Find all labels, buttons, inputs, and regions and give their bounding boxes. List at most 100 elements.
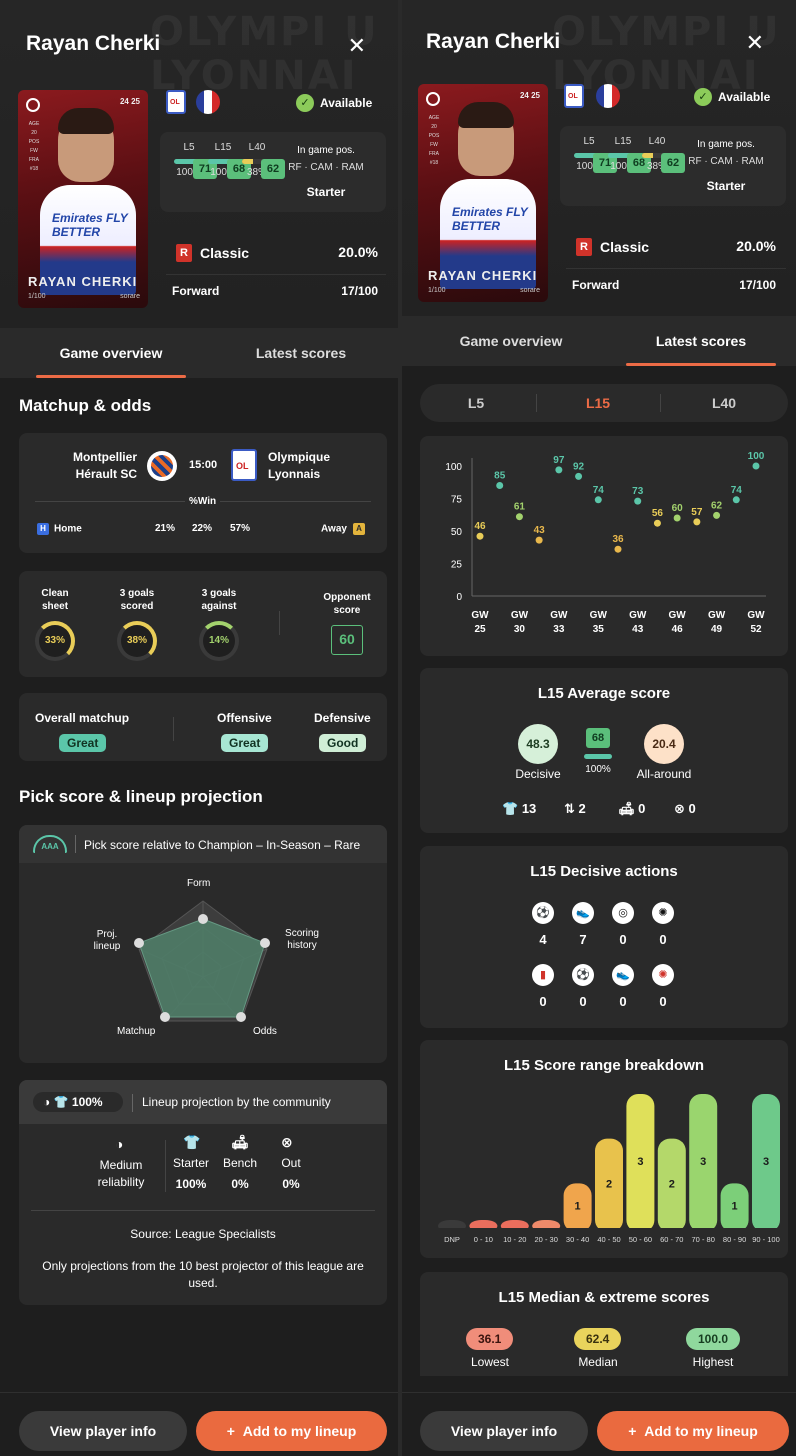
tab-game-overview[interactable]: Game overview xyxy=(459,333,563,349)
add-to-lineup-button[interactable]: + Add to my lineup xyxy=(597,1411,789,1451)
player-card[interactable]: 24 25 AGE 20 POS FW FRA #18 Emirates FLY… xyxy=(418,84,548,302)
tab-latest-scores[interactable]: Latest scores xyxy=(255,345,347,361)
view-player-info-button[interactable]: View player info xyxy=(19,1411,187,1451)
score-point xyxy=(515,513,523,521)
starter-label: Starter xyxy=(172,1156,209,1170)
matchup-title: Matchup & odds xyxy=(19,396,152,415)
segment-l15[interactable]: L15 xyxy=(585,395,611,411)
decisive-score: 48.3 xyxy=(518,724,558,764)
odds-draw: 22% xyxy=(192,523,213,534)
score-point xyxy=(535,536,543,544)
starter-value: 100% xyxy=(175,1177,207,1191)
offensive-label: Offensive xyxy=(217,711,272,725)
score-point xyxy=(496,482,504,489)
range-title: L15 Score range breakdown xyxy=(503,1057,705,1074)
x-tick-label: GW 33 xyxy=(550,610,568,635)
ingame-position: In game pos. RF · CAM · RAM Starter xyxy=(288,145,364,199)
close-icon[interactable]: ✕ xyxy=(745,30,764,55)
tab-game-overview[interactable]: Game overview xyxy=(16,328,206,378)
range-category-label: 0 - 10 xyxy=(474,1235,493,1244)
card-side-info: AGE 20 POS FW FRA #18 xyxy=(428,115,440,166)
allaround-score: 20.4 xyxy=(644,724,684,764)
availability-label: Available xyxy=(320,96,373,110)
goals-against-label: 3 goals against xyxy=(201,588,237,612)
stat-l15: L15 68 100% xyxy=(208,142,251,179)
left-panel: OLYMPI U LYONNAI Rayan Cherki ✕ 24 25 AGE… xyxy=(0,0,398,1451)
median-score: 62.4 xyxy=(574,1328,622,1350)
range-bar xyxy=(752,1094,780,1232)
action-count-red-cards: 0 xyxy=(539,994,547,1009)
range-bar xyxy=(689,1094,718,1232)
score-label: 74 xyxy=(731,485,743,496)
bench-value: 0% xyxy=(231,1177,249,1191)
period-selector: L5 L15 L40 xyxy=(420,384,788,422)
clean-sheet-ring: 33% xyxy=(35,621,75,661)
out-value: 0% xyxy=(282,1177,300,1191)
player-card[interactable]: 24 25 AGE 20 POS FW FRA #18 Emirates FLY… xyxy=(18,90,148,308)
goals-against-ring: 14% xyxy=(199,621,239,661)
penalty-conceded-icon: ✺ xyxy=(652,964,674,986)
action-count-goals: 4 xyxy=(539,932,547,947)
player-name: Rayan Cherki xyxy=(26,32,161,55)
score-point xyxy=(476,532,484,540)
range-bar-label: 2 xyxy=(669,1178,675,1190)
range-bar xyxy=(563,1183,592,1232)
lineup-pill: ◑ 👕 100% xyxy=(33,1092,123,1112)
score-point xyxy=(713,511,721,519)
rarity-dot-icon xyxy=(426,92,440,106)
range-category-label: 40 - 50 xyxy=(597,1235,620,1244)
stat-l5: L5 71 100% xyxy=(574,136,617,173)
home-team-name: Montpellier Hérault SC xyxy=(72,450,137,481)
x-tick-label: GW 30 xyxy=(511,610,529,635)
decisive-title: L15 Decisive actions xyxy=(530,863,678,880)
close-icon[interactable]: ✕ xyxy=(347,33,366,58)
substitute-count: ⇅ 2 xyxy=(564,801,586,816)
club-crest-icon: OL xyxy=(166,90,186,114)
lineup-header: Lineup projection by the community xyxy=(142,1095,331,1109)
tab-latest-scores[interactable]: Latest scores xyxy=(606,316,796,366)
clean-sheet-label: Clean sheet xyxy=(41,588,69,612)
reliability-icon: ◑ xyxy=(115,1136,124,1152)
overall-pill: Great xyxy=(59,734,107,752)
score-label: 56 xyxy=(652,508,664,519)
position-rank: 17/100 xyxy=(341,284,378,298)
range-category-label: 20 - 30 xyxy=(535,1235,558,1244)
range-bar-label: 2 xyxy=(606,1178,612,1190)
allaround-label: All-around xyxy=(636,767,692,781)
score-point xyxy=(732,496,740,504)
action-count-clearances: 0 xyxy=(659,932,667,947)
range-category-label: DNP xyxy=(444,1235,460,1244)
average-title: L15 Average score xyxy=(537,685,671,702)
view-player-info-button[interactable]: View player info xyxy=(420,1411,588,1451)
starter-icon: 👕 xyxy=(183,1134,201,1150)
matchup-card: Montpellier Hérault SC 15:00 OL Olympiqu… xyxy=(19,433,387,553)
lineup-projection-card: ◑ 👕 100% Lineup projection by the commun… xyxy=(19,1080,387,1305)
rarity-pct: 20.0% xyxy=(338,244,378,260)
win-label: %Win xyxy=(185,496,221,507)
check-icon: ✓ xyxy=(694,88,712,106)
red-card-icon: ▮ xyxy=(532,964,554,986)
club-watermark: OLYMPI U LYONNAI xyxy=(552,9,781,99)
moon-icon: ◑ xyxy=(43,1095,51,1109)
add-to-lineup-button[interactable]: + Add to my lineup xyxy=(196,1411,387,1451)
ingame-position: In game pos. RF · CAM · RAM Starter xyxy=(688,139,764,193)
score-label: 43 xyxy=(534,525,546,536)
france-flag-icon xyxy=(196,90,220,114)
pick-score-card: AAA Pick score relative to Champion – In… xyxy=(19,825,387,1063)
segment-l5[interactable]: L5 xyxy=(467,395,485,411)
rarity-classic: R Classic xyxy=(176,244,249,262)
range-bar-label: 3 xyxy=(637,1156,643,1168)
clearance-whistle-icon: ✺ xyxy=(652,902,674,924)
score-point xyxy=(555,466,563,474)
radar-label-matchup: Matchup xyxy=(117,1026,156,1037)
median-extreme-card: L15 Median & extreme scores 36.1 Lowest … xyxy=(420,1272,788,1376)
home-label: H Home xyxy=(37,523,82,535)
l15-score-box: 68 xyxy=(586,728,610,748)
median-label: Median xyxy=(578,1355,618,1369)
x-tick-label: GW 46 xyxy=(669,610,687,635)
score-label: 100 xyxy=(748,451,765,462)
radar-label-odds: Odds xyxy=(253,1026,277,1037)
radar-point-odds xyxy=(236,1012,246,1022)
player-shirt: Emirates FLY BETTER xyxy=(40,185,136,295)
segment-l40[interactable]: L40 xyxy=(711,395,737,411)
